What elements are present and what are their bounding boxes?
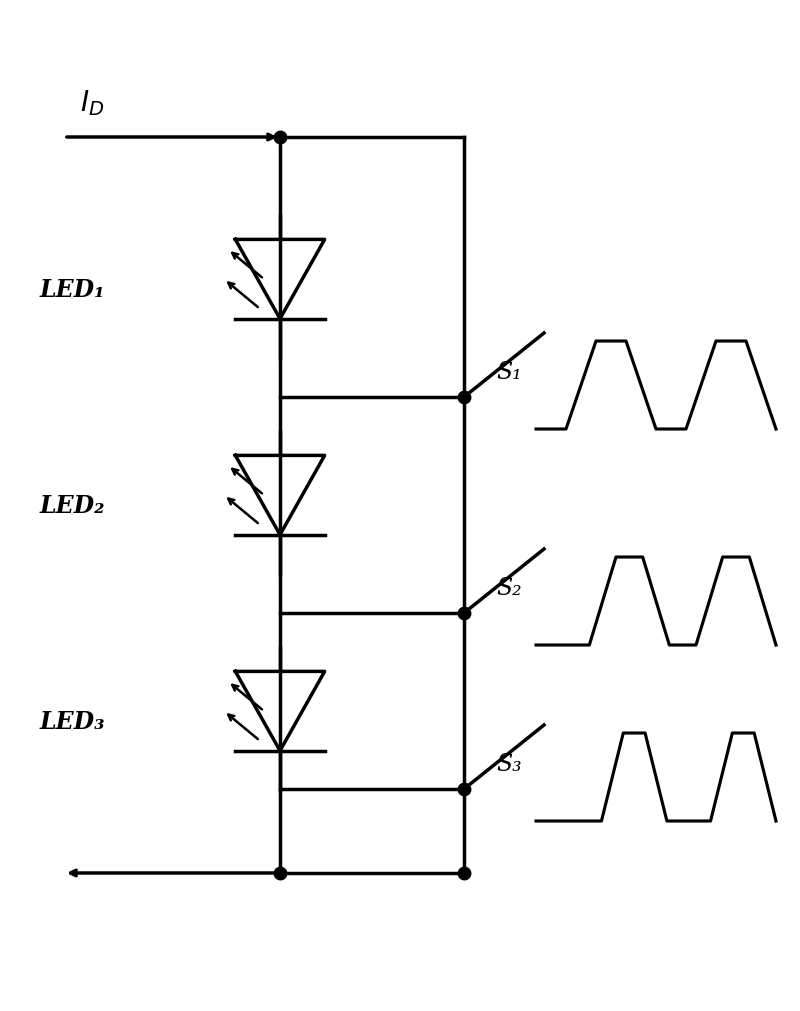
Text: S₁: S₁	[496, 361, 522, 383]
Text: S₂: S₂	[496, 576, 522, 600]
Text: LED₂: LED₂	[40, 493, 106, 518]
Text: S₃: S₃	[496, 752, 522, 775]
Text: LED₁: LED₁	[40, 278, 106, 301]
Text: $I_D$: $I_D$	[80, 88, 104, 118]
Text: LED₃: LED₃	[40, 710, 106, 733]
